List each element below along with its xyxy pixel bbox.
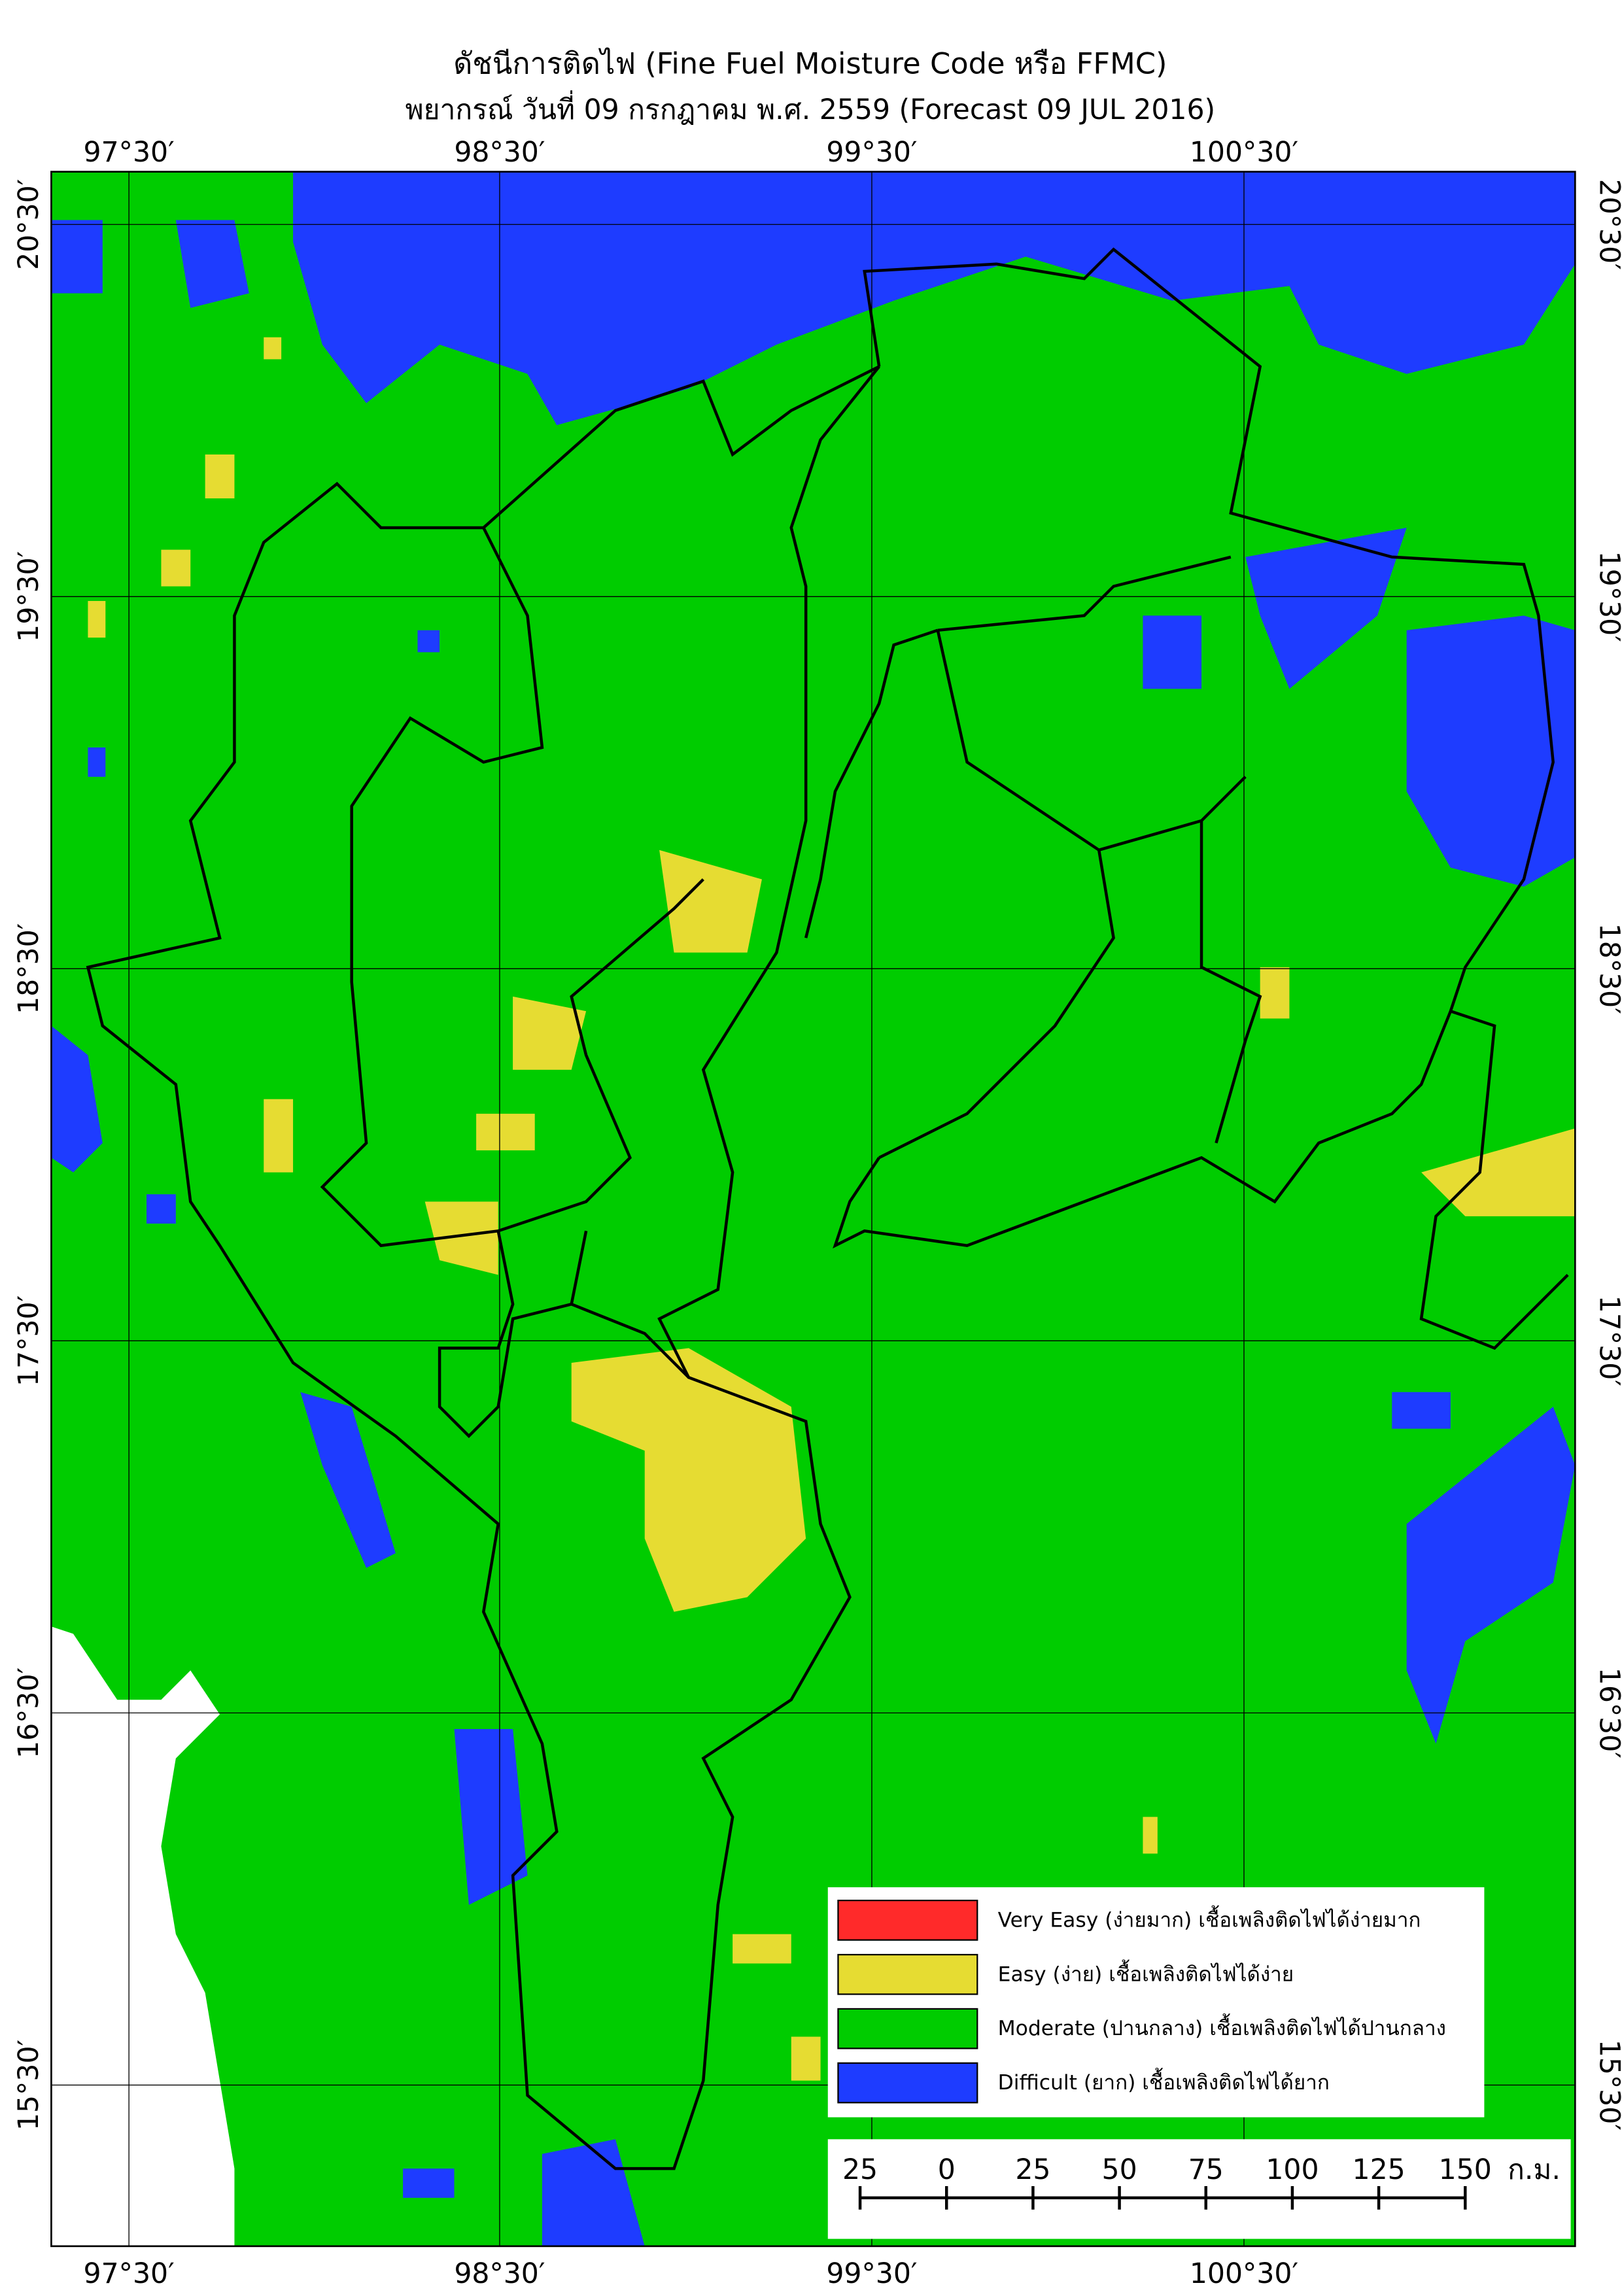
longitude-label: 100°30′ xyxy=(1190,2257,1298,2290)
scale-bar: ก.ม. 25 0 25 50 75 100 125 150 xyxy=(842,2153,1561,2210)
longitude-label: 97°30′ xyxy=(84,136,175,169)
scale-label: 0 xyxy=(938,2153,956,2186)
legend-swatch xyxy=(837,1953,978,1995)
legend-label: Moderate (ปานกลาง) เชื้อเพลิงติดไฟได้ปาน… xyxy=(998,2013,1446,2040)
difficult-areas xyxy=(51,171,1576,2246)
longitude-label: 99°30′ xyxy=(826,2257,917,2290)
longitude-label: 97°30′ xyxy=(84,2257,175,2290)
legend-swatch xyxy=(837,1900,978,1941)
easy-areas xyxy=(88,337,1576,2081)
latitude-label: 16°30′ xyxy=(1593,1668,1622,1758)
latitude-label: 17°30′ xyxy=(12,1295,45,1386)
legend-swatch xyxy=(837,2062,978,2104)
latitude-label: 16°30′ xyxy=(12,1668,45,1758)
scale-label: 150 xyxy=(1439,2153,1492,2186)
latitude-label: 18°30′ xyxy=(1593,923,1622,1014)
legend-label: Difficult (ยาก) เชื้อเพลิงติดไฟได้ยาก xyxy=(998,2067,1330,2095)
map-area xyxy=(51,171,1576,2246)
latitude-label: 19°30′ xyxy=(12,551,45,642)
latitude-label: 15°30′ xyxy=(1593,2040,1622,2131)
scale-label: 25 xyxy=(1015,2153,1050,2186)
map-frame xyxy=(50,171,1576,2248)
scale-label: 75 xyxy=(1188,2153,1224,2186)
latitude-label: 19°30′ xyxy=(1593,551,1622,642)
latitude-label: 18°30′ xyxy=(12,923,45,1014)
graticule xyxy=(51,171,1576,2246)
scale-label: 25 xyxy=(842,2153,878,2186)
sea xyxy=(51,1626,235,2246)
scale-label: 100 xyxy=(1266,2153,1319,2186)
latitude-label: 17°30′ xyxy=(1593,1295,1622,1386)
scale-unit: ก.ม. xyxy=(1508,2153,1561,2186)
latitude-label: 20°30′ xyxy=(1593,179,1622,270)
longitude-label: 98°30′ xyxy=(454,136,545,169)
latitude-label: 15°30′ xyxy=(12,2040,45,2131)
legend: Very Easy (ง่ายมาก) เชื้อเพลิงติดไฟได้ง่… xyxy=(837,1900,1446,2104)
latitude-label: 20°30′ xyxy=(12,179,45,270)
scale-box xyxy=(827,2139,1571,2239)
legend-swatch xyxy=(837,2008,978,2049)
longitude-label: 98°30′ xyxy=(454,2257,545,2290)
subtitle: พยากรณ์ วันที่ 09 กรกฎาคม พ.ศ. 2559 (For… xyxy=(406,90,1216,126)
scale-label: 125 xyxy=(1353,2153,1406,2186)
legend-label: Easy (ง่าย) เชื้อเพลิงติดไฟได้ง่าย xyxy=(998,1959,1294,1986)
longitude-label: 99°30′ xyxy=(826,136,917,169)
title: ดัชนีการติดไฟ (Fine Fuel Moisture Code ห… xyxy=(453,46,1167,80)
scale-label: 50 xyxy=(1102,2153,1137,2186)
coordinate-labels: 97°30′ 98°30′ 99°30′ 100°30′ 97°30′ 98°30′ 99°… xyxy=(12,136,1622,2290)
province-boundaries xyxy=(86,247,1569,2170)
longitude-label: 100°30′ xyxy=(1190,136,1298,169)
legend-label: Very Easy (ง่ายมาก) เชื้อเพลิงติดไฟได้ง่… xyxy=(998,1904,1421,1932)
